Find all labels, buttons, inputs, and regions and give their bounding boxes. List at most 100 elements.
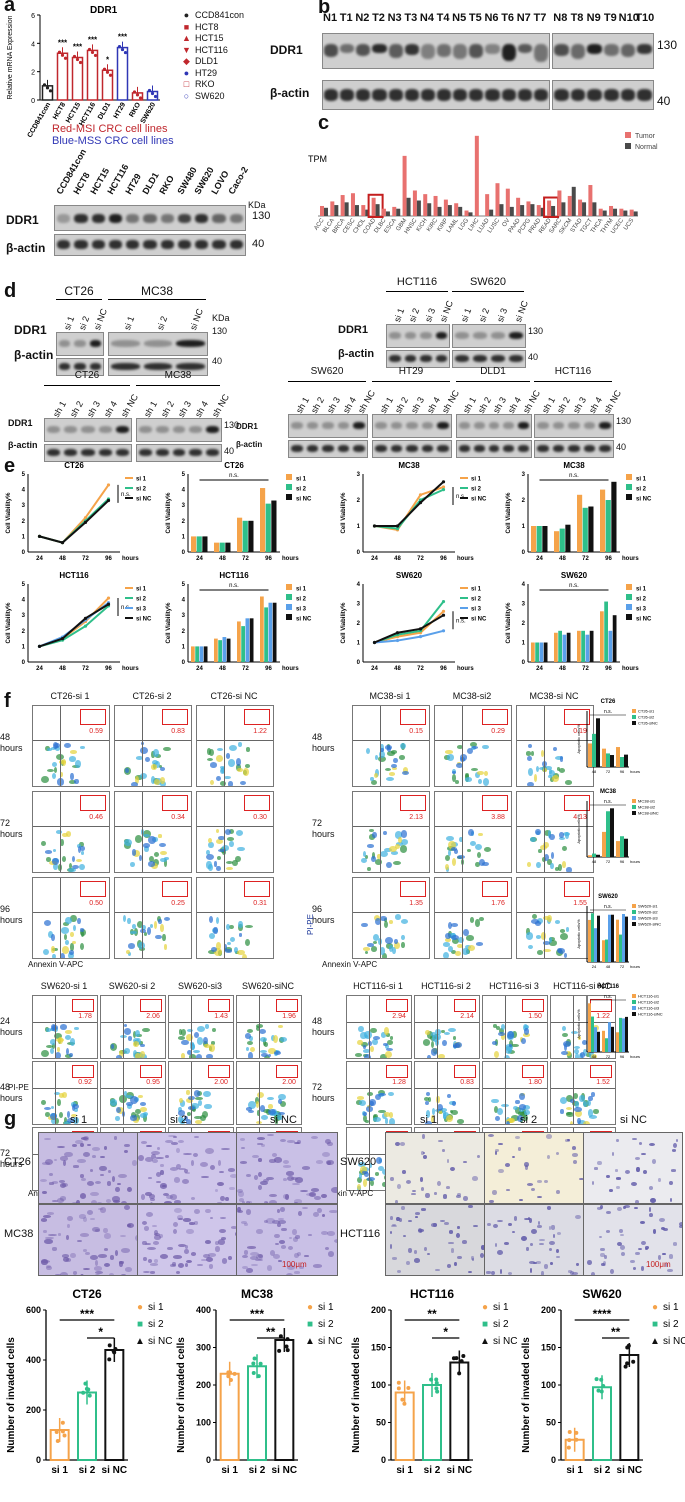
invaded-cell [512, 1155, 516, 1159]
invaded-cell [476, 1154, 480, 1158]
legend-swatch [632, 904, 636, 908]
band [322, 445, 334, 452]
bar [272, 602, 277, 662]
y-tick-label: 0 [551, 1455, 556, 1465]
event-cluster [79, 863, 86, 870]
event-cluster [561, 861, 566, 869]
legend-label: si 2 [296, 487, 307, 493]
y-tick-label: 1 [22, 534, 26, 540]
lane-label: sh 1 [377, 395, 395, 415]
event-cluster [119, 1049, 128, 1055]
event-cluster [451, 934, 459, 940]
title-underline [56, 299, 102, 300]
panel-a-actin-blot [54, 234, 246, 256]
y-axis-label: Cell Viability% [506, 492, 512, 534]
event-cluster [149, 924, 154, 929]
invaded-cell [205, 1208, 211, 1213]
bar [539, 642, 544, 662]
actin-blot [372, 440, 452, 458]
event-cluster [562, 1032, 568, 1037]
event-cluster [375, 1094, 382, 1101]
quad-line-h [115, 739, 191, 741]
event-cluster [454, 780, 459, 784]
event-cluster [65, 830, 72, 837]
x-tick-label: 48 [59, 556, 66, 562]
data-point [83, 1381, 88, 1386]
event-cluster [125, 1094, 133, 1098]
event-cluster [69, 780, 77, 785]
y-axis-label: Cell Viability% [341, 492, 347, 534]
quad-line-v [505, 996, 507, 1058]
event-cluster [216, 856, 222, 861]
data-point [37, 644, 42, 648]
lane-label: sh NC [440, 388, 462, 415]
lane-label: T4 [436, 12, 450, 24]
event-cluster [364, 1172, 369, 1178]
legend-marker: ● [183, 67, 190, 78]
bar [619, 208, 624, 216]
legend-item: ● HT29 [182, 68, 244, 80]
legend-label: SW620 [195, 90, 225, 101]
bar [623, 210, 628, 216]
invaded-cell [296, 1251, 302, 1257]
event-cluster [363, 947, 370, 951]
event-cluster [423, 1039, 431, 1046]
column-header: SW620-si 2 [108, 981, 156, 991]
event-cluster [197, 1099, 202, 1106]
invaded-cell [679, 1225, 682, 1229]
event-cluster [545, 765, 553, 770]
event-cluster [384, 1043, 390, 1049]
band [437, 422, 449, 429]
event-cluster [226, 923, 231, 931]
band [143, 340, 173, 347]
event-cluster [518, 1107, 524, 1112]
event-cluster [543, 916, 551, 920]
row-label: 96 hours [0, 903, 23, 925]
event-cluster [356, 1096, 365, 1100]
bar [598, 208, 603, 216]
invaded-cell [290, 1177, 298, 1180]
invaded-cell [194, 1135, 200, 1138]
actin-blot [386, 350, 450, 368]
data-point [258, 1361, 263, 1366]
bar [611, 914, 614, 962]
data-point [441, 629, 446, 633]
title-underline [136, 385, 220, 386]
event-cluster [372, 933, 380, 941]
event-cluster [56, 830, 63, 834]
x-tick-label: 24 [371, 666, 378, 672]
event-cluster [430, 1032, 436, 1037]
chart-title: CT26 [224, 461, 244, 470]
event-cluster [526, 928, 530, 935]
actin-blot [534, 440, 614, 458]
legend-label: si NC [148, 1336, 172, 1347]
blot-title: SW620 [469, 276, 507, 288]
scale-bar-label: 100μm [646, 1260, 671, 1269]
event-cluster [56, 1047, 61, 1053]
event-cluster [227, 781, 234, 786]
event-cluster [498, 1032, 506, 1037]
invaded-cell [293, 1142, 301, 1145]
invaded-cell [225, 1197, 229, 1201]
event-cluster [80, 745, 86, 749]
blot-title: HCT116 [396, 276, 438, 288]
band [172, 426, 186, 433]
bar [608, 1022, 611, 1052]
lane-label: HT29 [123, 171, 143, 196]
invaded-cell [537, 1224, 543, 1229]
legend-marker: ■ [307, 1319, 313, 1330]
y-tick-label: 2 [22, 629, 26, 635]
event-cluster [225, 949, 232, 954]
row-label: 72 hours [0, 1147, 23, 1169]
event-cluster [394, 914, 402, 920]
invaded-cell [228, 1168, 236, 1172]
invaded-cell [190, 1160, 194, 1167]
band [485, 89, 500, 101]
data-point [83, 616, 88, 620]
band [473, 422, 485, 429]
invaded-cell [237, 1209, 243, 1214]
invaded-cell [619, 1233, 625, 1237]
event-cluster [371, 779, 378, 786]
event-cluster [245, 1033, 251, 1039]
event-cluster [389, 945, 394, 952]
